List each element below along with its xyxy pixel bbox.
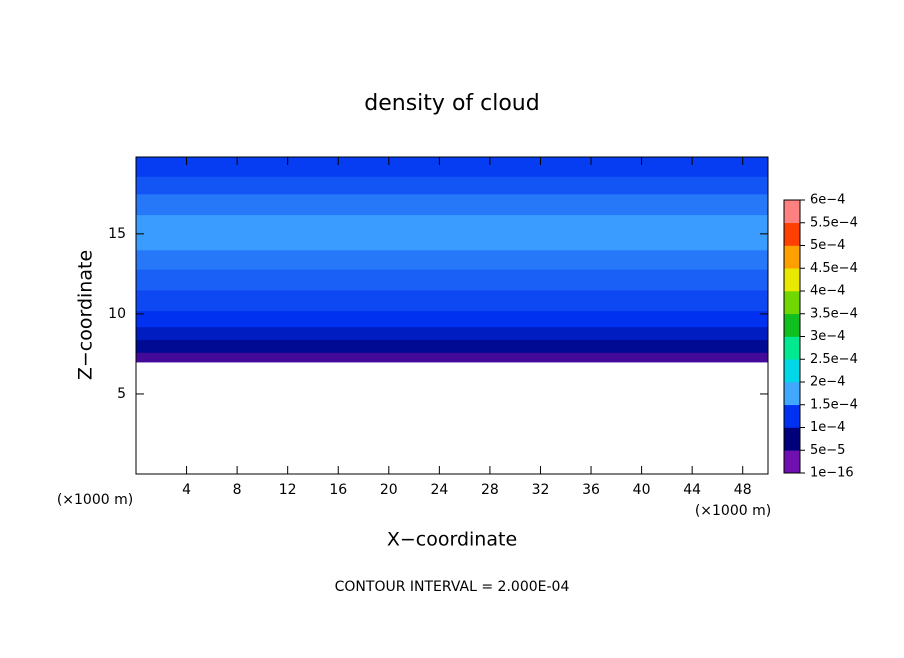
colorbar-label: 3.5e−4 <box>810 306 858 321</box>
colorbar-band <box>784 336 800 360</box>
x-unit-label: (×1000 m) <box>57 492 133 508</box>
colorbar-band <box>784 427 800 451</box>
colorbar-band <box>784 382 800 406</box>
colorbar-label: 5e−5 <box>810 443 845 458</box>
x-tick-label: 36 <box>582 482 600 498</box>
colorbar-label: 5e−4 <box>810 238 845 253</box>
colorbar-label: 2e−4 <box>810 375 845 390</box>
colorbar-label: 2.5e−4 <box>810 352 858 367</box>
contour-band <box>136 310 768 328</box>
colorbar-label: 1e−16 <box>810 466 854 481</box>
x-tick-label: 4 <box>182 482 191 498</box>
colorbar-band <box>784 222 800 246</box>
colorbar-label: 6e−4 <box>810 193 845 208</box>
x-axis-label: X−coordinate <box>387 529 517 551</box>
contour-band <box>136 352 768 363</box>
x-tick-label: 20 <box>380 482 398 498</box>
colorbar-label: 1.5e−4 <box>810 397 858 412</box>
colorbar-label: 4.5e−4 <box>810 261 858 276</box>
contour-band <box>136 214 768 251</box>
contour-band <box>136 157 768 177</box>
colorbar-band <box>784 291 800 315</box>
x-tick-label: 44 <box>683 482 701 498</box>
colorbar-label: 5.5e−4 <box>810 215 858 230</box>
colorbar-label: 4e−4 <box>810 284 845 299</box>
colorbar-label: 1e−4 <box>810 420 845 435</box>
colorbar-band <box>784 268 800 292</box>
colorbar-band <box>784 404 800 428</box>
x-tick-label: 40 <box>633 482 651 498</box>
contour-band <box>136 193 768 216</box>
x-tick-label: 24 <box>430 482 448 498</box>
contour-band <box>136 249 768 270</box>
x-tick-label: 32 <box>532 482 550 498</box>
x-tick-label: 8 <box>233 482 242 498</box>
y-tick-label: 10 <box>108 306 126 322</box>
chart-title: density of cloud <box>364 91 539 116</box>
colorbar-band <box>784 359 800 383</box>
colorbar-band <box>784 245 800 269</box>
x-tick-label: 12 <box>279 482 297 498</box>
x-tick-label: 16 <box>329 482 347 498</box>
plot-frame <box>135 156 769 475</box>
contour-band <box>136 339 768 353</box>
y-tick-label: 15 <box>108 226 126 242</box>
y-tick-label: 5 <box>117 386 126 402</box>
colorbar-band <box>784 313 800 337</box>
colorbar-label: 3e−4 <box>810 329 845 344</box>
contour-band <box>136 269 768 291</box>
contour-band <box>136 326 768 341</box>
footer-note: CONTOUR INTERVAL = 2.000E-04 <box>335 579 570 595</box>
contour-band <box>136 289 768 312</box>
colorbar-band <box>784 450 800 474</box>
x-unit-label: (×1000 m) <box>695 503 771 519</box>
x-tick-label: 48 <box>734 482 752 498</box>
colorbar-band <box>784 200 800 224</box>
y-axis-label: Z−coordinate <box>75 250 97 380</box>
x-tick-label: 28 <box>481 482 499 498</box>
contour-band <box>136 176 768 195</box>
